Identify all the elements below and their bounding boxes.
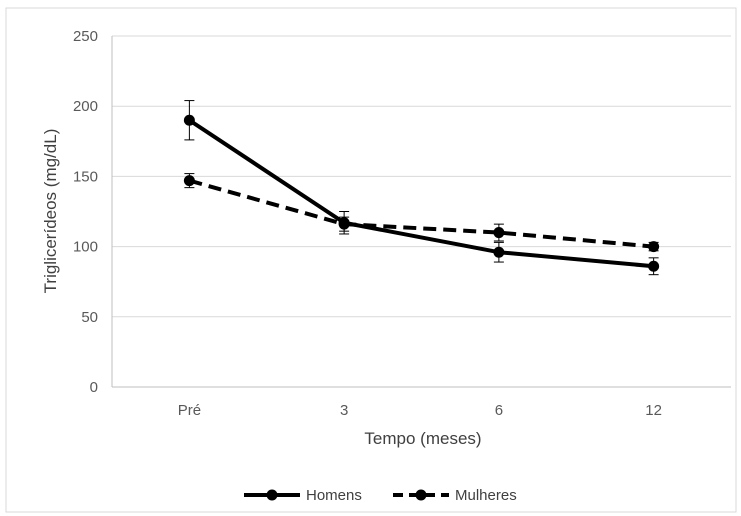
data-point <box>648 241 660 253</box>
series-layer <box>183 100 660 276</box>
legend-marker <box>415 489 427 501</box>
data-point <box>493 227 505 239</box>
x-tick-label: 12 <box>645 402 662 419</box>
y-axis-title: Triglicerídeos (mg/dL) <box>41 129 60 294</box>
y-tick-label: 50 <box>81 309 98 326</box>
legend-marker <box>266 489 278 501</box>
y-tick-label: 100 <box>73 239 98 256</box>
data-point <box>338 218 350 230</box>
data-point <box>493 246 505 258</box>
x-axis-title: Tempo (meses) <box>364 429 481 448</box>
chart-border <box>5 7 737 513</box>
axes: 0 50 100 150 200 250 Pré 3 6 12 <box>73 28 731 419</box>
y-tick-label: 0 <box>90 379 98 396</box>
legend-label-mulheres: Mulheres <box>455 487 517 504</box>
data-point <box>648 260 660 272</box>
x-tick-label: Pré <box>178 402 201 419</box>
y-tick-label: 250 <box>73 28 98 45</box>
x-tick-label: 3 <box>340 402 348 419</box>
series-line-mulheres <box>188 178 654 249</box>
gridlines <box>112 35 731 318</box>
data-point <box>183 175 195 187</box>
x-tick-label: 6 <box>495 402 503 419</box>
legend: Homens Mulheres <box>244 487 517 504</box>
data-point <box>183 114 195 126</box>
series-line-homens <box>188 118 654 269</box>
y-tick-label: 200 <box>73 98 98 115</box>
legend-label-homens: Homens <box>306 487 362 504</box>
y-tick-label: 150 <box>73 168 98 185</box>
